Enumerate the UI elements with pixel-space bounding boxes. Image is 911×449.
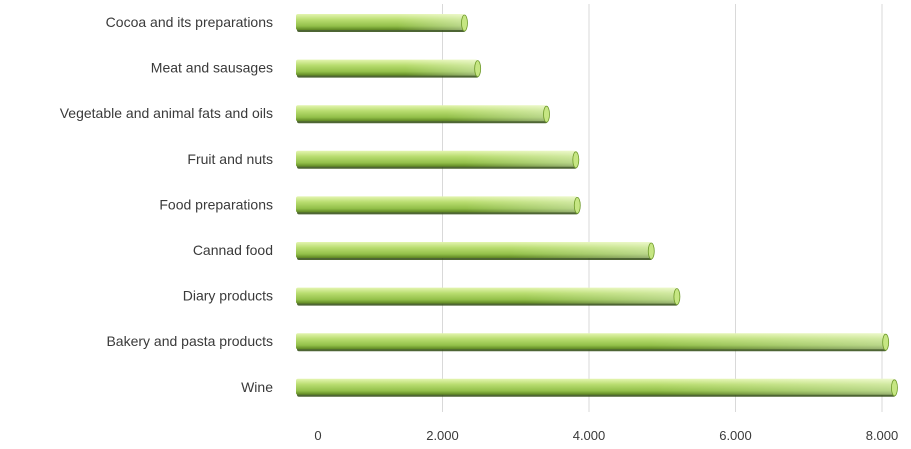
category-label-8: Wine xyxy=(241,379,273,395)
bar-1 xyxy=(296,59,482,78)
x-tick-label-0: 0 xyxy=(314,428,321,443)
bar-4 xyxy=(296,196,581,215)
bar-6 xyxy=(296,287,681,306)
bar-3 xyxy=(296,150,580,169)
category-label-2: Vegetable and animal fats and oils xyxy=(60,105,273,121)
category-labels: Cocoa and its preparations Meat and sausa… xyxy=(60,14,273,395)
category-label-6: Diary products xyxy=(183,288,273,304)
bar-0 xyxy=(296,14,468,32)
bars xyxy=(296,14,898,397)
x-tick-label-1: 2.000 xyxy=(426,428,459,443)
x-tick-label-3: 6.000 xyxy=(719,428,752,443)
category-label-1: Meat and sausages xyxy=(151,60,273,76)
category-label-0: Cocoa and its preparations xyxy=(106,14,273,30)
bar-8 xyxy=(296,378,898,397)
x-axis-tick-labels: 0 2.000 4.000 6.000 8.000 xyxy=(314,428,898,443)
category-label-7: Bakery and pasta products xyxy=(106,333,273,349)
bar-7 xyxy=(296,333,890,352)
category-label-3: Fruit and nuts xyxy=(187,151,273,167)
category-label-5: Cannad food xyxy=(193,242,273,258)
bar-2 xyxy=(296,105,550,124)
x-tick-label-2: 4.000 xyxy=(573,428,606,443)
x-tick-label-4: 8.000 xyxy=(866,428,899,443)
bar-5 xyxy=(296,242,655,260)
category-label-4: Food preparations xyxy=(159,196,273,212)
